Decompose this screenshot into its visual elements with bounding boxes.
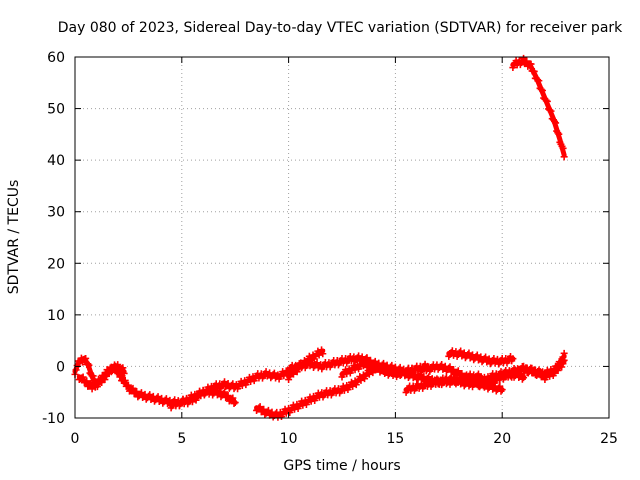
x-tick-label: 0 xyxy=(71,431,80,447)
series-trace xyxy=(510,58,567,158)
x-axis-label: GPS time / hours xyxy=(283,458,400,474)
y-tick-label: -10 xyxy=(42,411,65,427)
data-series-arc-5 xyxy=(253,365,378,421)
x-tick-label: 25 xyxy=(600,431,618,447)
data-layer xyxy=(71,54,568,421)
y-tick-label: 20 xyxy=(47,256,65,272)
grid xyxy=(75,57,609,418)
series-trace xyxy=(499,353,567,377)
data-series-arc-7 xyxy=(285,346,327,384)
series-trace xyxy=(110,363,302,406)
plot-frame xyxy=(74,56,610,419)
series-trace xyxy=(254,366,377,418)
data-series-arc-3 xyxy=(109,360,303,409)
y-tick-label: 10 xyxy=(47,308,65,324)
y-tick-label: 60 xyxy=(47,50,65,66)
x-tick-label: 20 xyxy=(493,431,511,447)
data-series-arc-13 xyxy=(498,349,568,381)
series-trace xyxy=(286,348,326,380)
chart-title: Day 080 of 2023, Sidereal Day-to-day VTE… xyxy=(58,20,623,36)
y-tick-label: 30 xyxy=(47,205,65,221)
x-tick-label: 10 xyxy=(280,431,298,447)
y-tick-label: 40 xyxy=(47,153,65,169)
series-trace xyxy=(168,389,238,408)
x-tick-label: 15 xyxy=(386,431,404,447)
y-tick-label: 50 xyxy=(47,102,65,118)
ticks: 0 5 10 15 20 25 -10 0 10 20 30 40 50 60 xyxy=(42,50,618,447)
y-axis-label: SDTVAR / TECUs xyxy=(6,180,22,295)
data-series-arc-4 xyxy=(167,385,239,412)
series-trace xyxy=(446,351,516,364)
x-tick-label: 5 xyxy=(177,431,186,447)
y-tick-label: 0 xyxy=(56,359,65,375)
series-markers xyxy=(109,360,303,409)
data-series-arc-14 xyxy=(509,54,568,161)
data-series-arc-11 xyxy=(445,347,517,368)
